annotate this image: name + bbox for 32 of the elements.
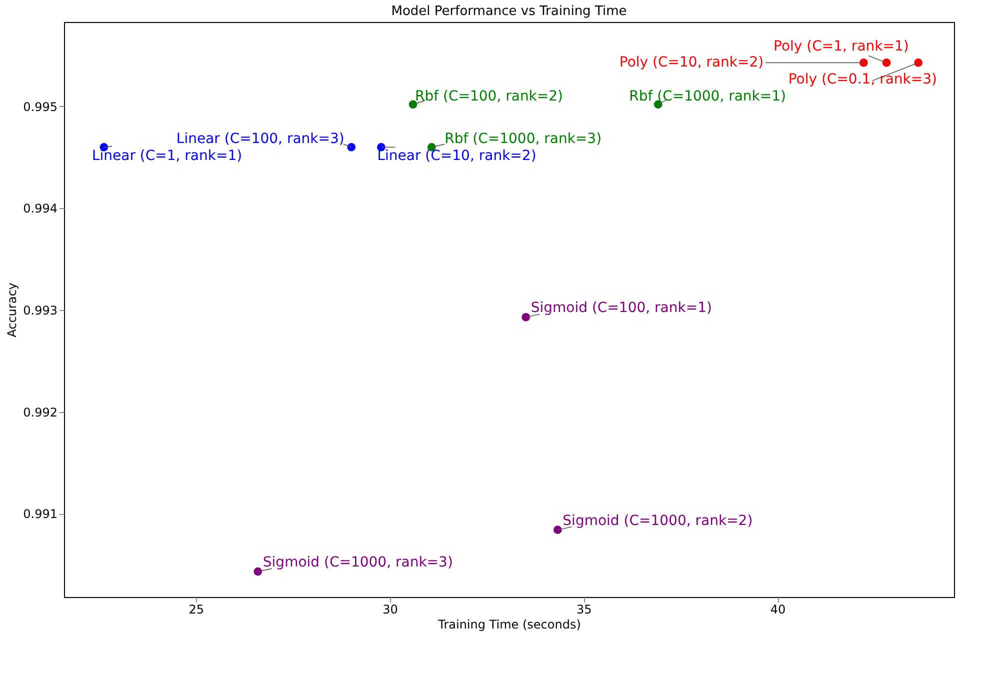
x-tick-label: 25 <box>188 602 204 616</box>
annotation: Poly (C=1, rank=1) <box>774 38 909 55</box>
point <box>254 567 262 576</box>
point <box>347 143 356 152</box>
chart-title: Model Performance vs Training Time <box>391 4 627 19</box>
x-tick-label: 35 <box>576 602 592 616</box>
point <box>914 58 923 67</box>
point <box>882 58 891 67</box>
annotation: Poly (C=0.1, rank=3) <box>788 72 938 88</box>
y-tick-label: 0.994 <box>23 202 58 216</box>
point <box>522 312 530 322</box>
annotation: Sigmoid (C=100, rank=1) <box>530 300 712 316</box>
annotation: Sigmoid (C=1000, rank=3) <box>262 554 453 571</box>
annotation: Rbf (C=1000, rank=3) <box>444 131 602 148</box>
y-tick-label: 0.995 <box>23 100 58 114</box>
annotation: Sigmoid (C=1000, rank=2) <box>562 512 753 529</box>
y-tick-label: 0.991 <box>23 507 58 522</box>
annotation: Linear (C=1, rank=1) <box>92 148 242 164</box>
annotation: Poly (C=10, rank=2) <box>619 54 764 71</box>
x-tick-label: 30 <box>382 602 398 616</box>
x-tick-label: 40 <box>770 602 786 616</box>
point <box>553 526 562 534</box>
point <box>408 100 418 109</box>
annotation: Rbf (C=100, rank=2) <box>415 88 564 104</box>
point <box>859 58 868 67</box>
annotation: Linear (C=10, rank=2) <box>377 148 536 164</box>
annotation: Linear (C=100, rank=3) <box>176 131 344 148</box>
y-tick-label: 0.992 <box>23 405 58 420</box>
x-axis-title: Training Time (seconds) <box>437 618 581 632</box>
y-axis-title: Accuracy <box>5 282 20 338</box>
y-tick-label: 0.993 <box>23 304 58 318</box>
annotation: Rbf (C=1000, rank=1) <box>629 88 786 104</box>
